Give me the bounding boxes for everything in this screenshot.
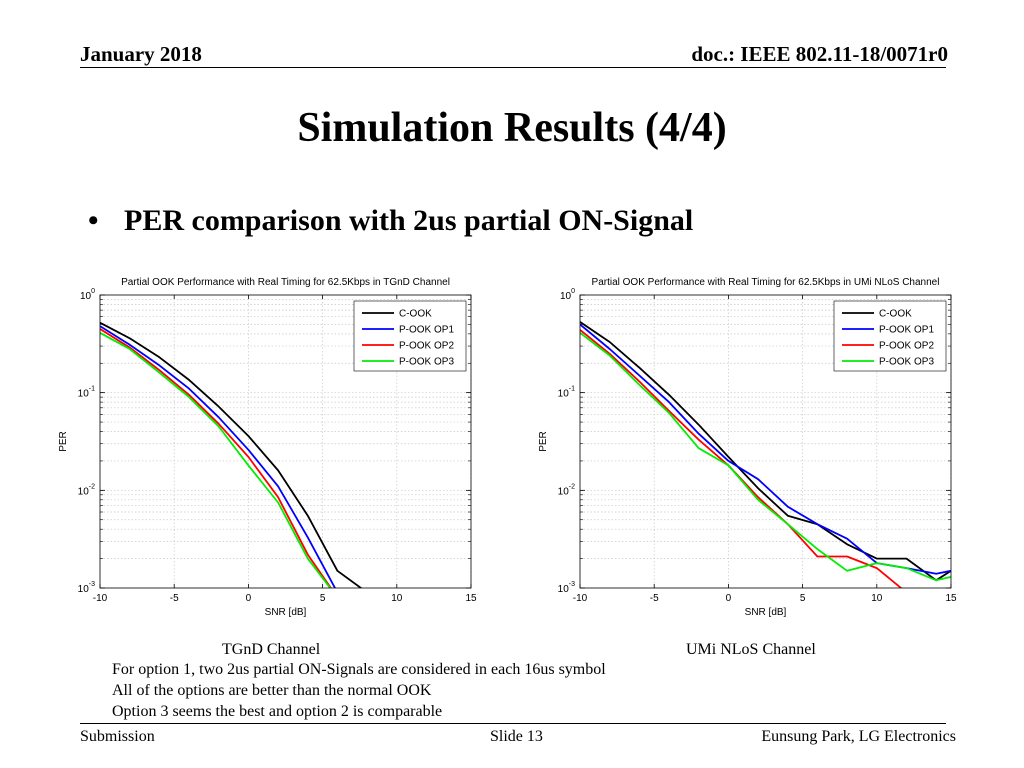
y-tick-base: 10 (78, 584, 90, 595)
y-tick-label: 100 (560, 288, 575, 302)
x-tick-label: 10 (391, 593, 403, 604)
caption-tgnd: TGnD Channel (222, 641, 321, 658)
x-tick-label: 0 (246, 593, 252, 604)
series-line-p-ook-op2 (100, 328, 332, 588)
y-tick-label: 10-3 (558, 581, 575, 595)
chart-tgnd: Partial OOK Performance with Real Timing… (58, 277, 477, 618)
note-line: For option 1, two 2us partial ON-Signals… (112, 661, 606, 678)
legend-label: P-OOK OP1 (879, 325, 934, 336)
y-tick-label: 10-1 (78, 386, 95, 400)
x-tick-label: -10 (573, 593, 588, 604)
y-tick-base: 10 (78, 486, 90, 497)
y-tick-base: 10 (558, 584, 570, 595)
note-line: All of the options are better than the n… (112, 682, 432, 699)
y-tick-exponent: -3 (569, 581, 575, 588)
legend-label: P-OOK OP3 (399, 357, 454, 368)
x-tick-label: 15 (945, 593, 957, 604)
x-tick-label: 10 (871, 593, 883, 604)
x-tick-label: 5 (320, 593, 326, 604)
chart-umi-nlos: Partial OOK Performance with Real Timing… (538, 277, 957, 618)
caption-umi-nlos: UMi NLoS Channel (686, 641, 816, 658)
header-doc-number: doc.: IEEE 802.11-18/0071r0 (691, 42, 948, 66)
chart-title: Partial OOK Performance with Real Timing… (592, 277, 940, 288)
plot-frame (579, 294, 952, 589)
x-tick-label: 5 (800, 593, 806, 604)
x-tick-label: -5 (650, 593, 659, 604)
series-line-p-ook-op3 (100, 332, 332, 588)
plot-frame (99, 294, 472, 589)
y-tick-exponent: 0 (571, 288, 575, 295)
legend: C-OOK P-OOK OP1 P-OOK OP2 P-OOK OP3 (833, 300, 947, 372)
series-line-p-ook-op3 (580, 332, 951, 582)
y-tick-label: 10-2 (558, 483, 575, 497)
y-tick-exponent: -1 (89, 386, 95, 393)
series-line-p-ook-op1 (100, 325, 337, 588)
y-tick-exponent: -3 (89, 581, 95, 588)
y-tick-base: 10 (558, 486, 570, 497)
legend-label: P-OOK OP2 (399, 341, 454, 352)
y-tick-exponent: -2 (569, 483, 575, 490)
y-tick-base: 10 (78, 389, 90, 400)
y-tick-label: 10-2 (78, 483, 95, 497)
legend-label: P-OOK OP1 (399, 325, 454, 336)
note-line: Option 3 seems the best and option 2 is … (112, 703, 443, 720)
x-tick-label: -10 (93, 593, 108, 604)
y-tick-exponent: -2 (89, 483, 95, 490)
series-group (580, 321, 951, 588)
series-line-c-ook (580, 321, 951, 582)
series-line-p-ook-op2 (580, 329, 951, 588)
y-tick-base: 10 (80, 291, 92, 302)
legend-label: P-OOK OP3 (879, 357, 934, 368)
header-date: January 2018 (80, 42, 202, 66)
series-group (100, 321, 363, 588)
y-tick-label: 10-3 (78, 581, 95, 595)
legend-label: P-OOK OP2 (879, 341, 934, 352)
legend-label: C-OOK (879, 309, 912, 320)
legend: C-OOK P-OOK OP1 P-OOK OP2 P-OOK OP3 (353, 300, 467, 372)
footer-author: Eunsung Park, LG Electronics (761, 728, 956, 745)
y-tick-label: 100 (80, 288, 95, 302)
y-tick-label: 10-1 (558, 386, 575, 400)
x-tick-label: -5 (170, 593, 179, 604)
y-tick-base: 10 (558, 389, 570, 400)
x-tick-label: 0 (726, 593, 732, 604)
x-axis-label: SNR [dB] (745, 607, 787, 618)
footer-slide-number: Slide 13 (490, 728, 543, 745)
chart-title: Partial OOK Performance with Real Timing… (121, 277, 450, 288)
y-tick-base: 10 (560, 291, 572, 302)
header-divider (80, 67, 946, 68)
bullet-text: PER comparison with 2us partial ON-Signa… (124, 204, 694, 237)
y-axis-label: PER (538, 431, 549, 452)
page-title: Simulation Results (4/4) (297, 105, 727, 151)
bullet-point: • PER comparison with 2us partial ON-Sign… (88, 204, 693, 238)
x-tick-label: 15 (465, 593, 477, 604)
legend-label: C-OOK (399, 309, 432, 320)
footer-submission: Submission (80, 728, 155, 745)
y-tick-exponent: -1 (569, 386, 575, 393)
x-axis-label: SNR [dB] (265, 607, 307, 618)
series-line-c-ook (100, 321, 363, 588)
y-axis-label: PER (58, 431, 69, 452)
bullet-marker: • (88, 204, 99, 237)
y-tick-exponent: 0 (91, 288, 95, 295)
footer-divider (80, 723, 946, 724)
